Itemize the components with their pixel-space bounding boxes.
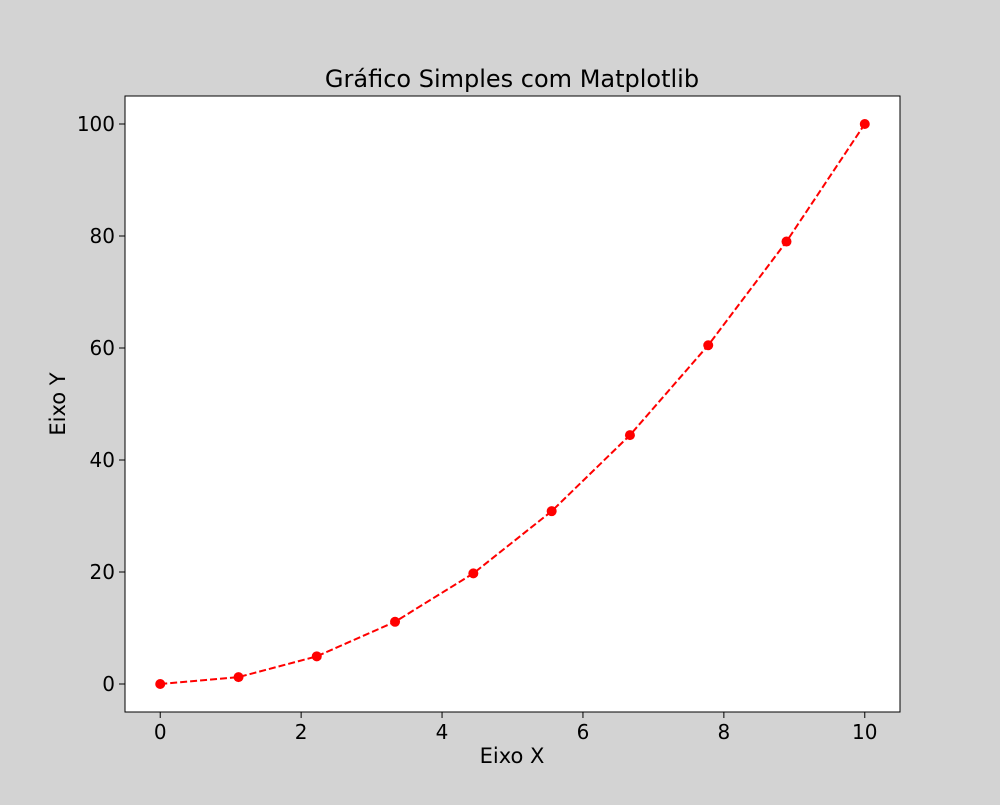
data-point — [233, 672, 244, 683]
series-layer — [155, 119, 870, 689]
plot-frame — [124, 95, 901, 713]
plot-area — [125, 96, 900, 712]
data-point — [859, 119, 870, 129]
x-axis: 0 2 4 6 8 10 — [154, 712, 877, 744]
y-axis: 0 20 40 60 80 100 — [77, 112, 125, 696]
x-tick-label: 0 — [154, 720, 167, 744]
data-point — [703, 340, 714, 351]
data-point — [311, 651, 322, 662]
y-tick-label: 100 — [77, 112, 115, 136]
data-point — [624, 430, 635, 441]
y-tick-label: 60 — [90, 336, 115, 360]
data-point — [546, 506, 557, 517]
data-point — [781, 236, 792, 247]
data-point — [390, 616, 401, 627]
x-tick-label: 2 — [295, 720, 308, 744]
x-tick-label: 4 — [436, 720, 449, 744]
y-tick-label: 40 — [90, 448, 115, 472]
x-tick-label: 6 — [577, 720, 590, 744]
x-axis-label: Eixo X — [480, 744, 545, 768]
chart-title: Gráfico Simples com Matplotlib — [325, 65, 699, 93]
y-tick-label: 80 — [90, 224, 115, 248]
x-tick-label: 8 — [717, 720, 730, 744]
data-point — [468, 568, 479, 579]
series-line — [160, 123, 866, 685]
y-tick-label: 20 — [90, 560, 115, 584]
data-point — [155, 679, 166, 689]
y-tick-label: 0 — [102, 672, 115, 696]
x-tick-label: 10 — [852, 720, 877, 744]
y-axis-label: Eixo Y — [46, 372, 70, 435]
